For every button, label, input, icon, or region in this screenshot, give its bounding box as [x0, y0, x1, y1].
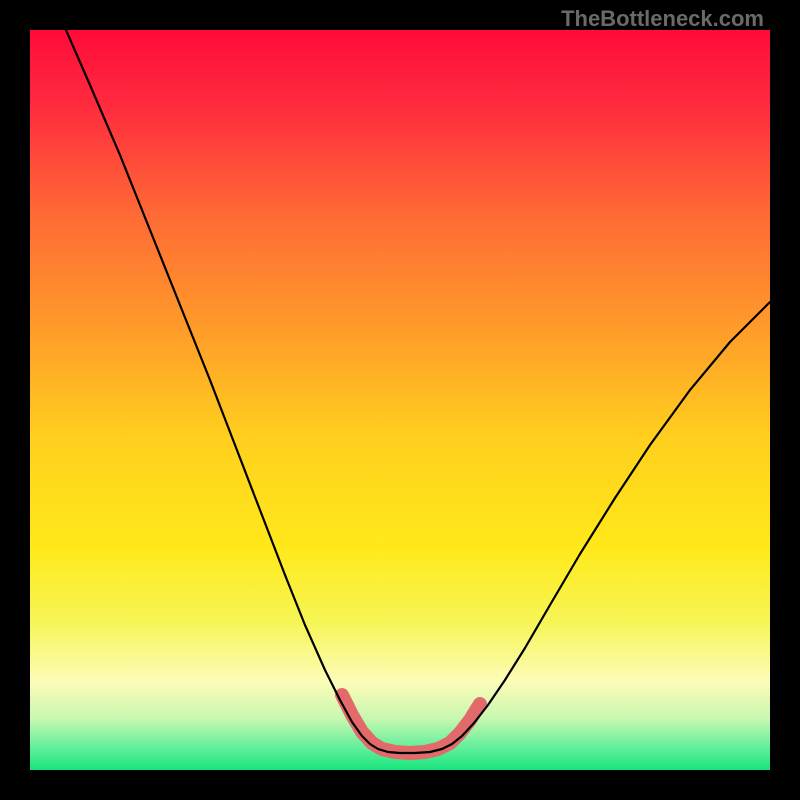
- chart-frame: TheBottleneck.com: [0, 0, 800, 800]
- v-curve: [66, 30, 770, 753]
- bottleneck-highlight: [342, 695, 480, 753]
- watermark-text: TheBottleneck.com: [561, 6, 764, 32]
- plot-area: [30, 30, 770, 770]
- plot-lines: [30, 30, 770, 770]
